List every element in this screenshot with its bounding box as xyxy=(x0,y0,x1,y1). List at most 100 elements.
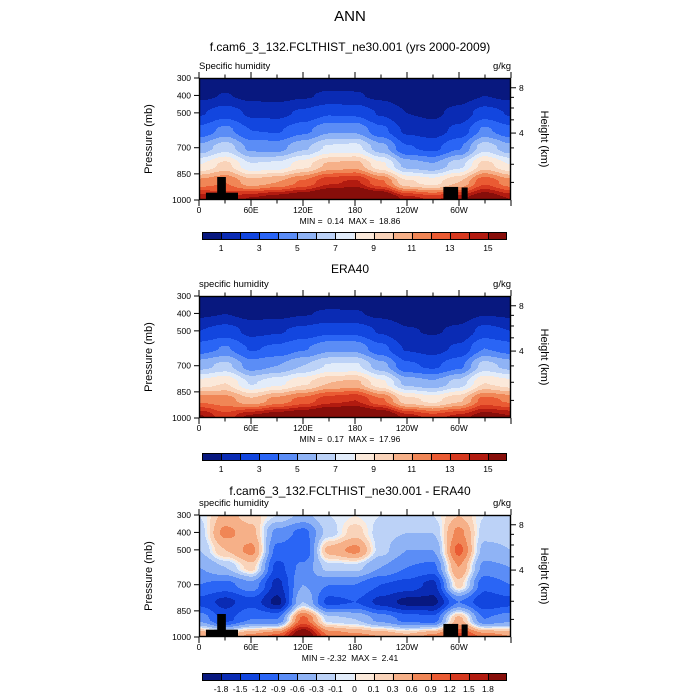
contour-plot-model xyxy=(199,78,511,200)
colorbar-diff xyxy=(202,673,507,681)
pressure-tick-label: 300 xyxy=(177,73,191,83)
x-tick-label: 0 xyxy=(197,423,202,433)
pressure-axis-title: Pressure (mb) xyxy=(143,541,155,611)
colorbar-tick-label: 3 xyxy=(256,464,262,474)
panel-model-units-label: g/kg xyxy=(493,61,511,72)
contour-plot-era40 xyxy=(199,296,511,418)
colorbar-tick-label: 13 xyxy=(445,243,455,253)
x-tick-label: 60W xyxy=(450,423,467,433)
pressure-tick-label: 500 xyxy=(177,326,191,336)
x-tick-label: 60W xyxy=(450,205,467,215)
panel-era40-minmax: MIN = 0.17 MAX = 17.96 xyxy=(299,434,401,444)
colorbar-tick-label: 1 xyxy=(218,464,224,474)
colorbar-tick-label: 1.2 xyxy=(443,684,456,694)
panel-era40-field-label: specific humidity xyxy=(199,279,269,290)
pressure-tick-label: 700 xyxy=(177,580,191,590)
panel-diff-units-label: g/kg xyxy=(493,498,511,509)
colorbar-tick-label: 0.1 xyxy=(367,684,380,694)
colorbar-tick-label: -0.3 xyxy=(309,684,324,694)
x-tick-label: 120E xyxy=(293,205,313,215)
colorbar-tick-label: 9 xyxy=(371,464,376,474)
colorbar-tick-label: 15 xyxy=(483,243,493,253)
colorbar-tick-label: -0.9 xyxy=(270,684,286,694)
colorbar-tick-label: 0.9 xyxy=(424,684,437,694)
pressure-tick-label: 400 xyxy=(177,527,191,537)
x-tick-label: 120W xyxy=(396,423,418,433)
x-tick-label: 0 xyxy=(197,642,202,652)
panel-diff-minmax: MIN = -2.32 MAX = 2.41 xyxy=(301,653,399,663)
pressure-tick-label: 400 xyxy=(177,90,191,100)
pressure-tick-label: 300 xyxy=(177,291,191,301)
height-tick-label: 4 xyxy=(519,346,524,356)
colorbar-tick-label: 5 xyxy=(294,243,300,253)
colorbar-tick-label: -0.6 xyxy=(289,684,305,694)
x-tick-label: 120E xyxy=(293,423,313,433)
x-tick-label: 120E xyxy=(293,642,313,652)
pressure-tick-label: 700 xyxy=(177,361,191,371)
pressure-tick-label: 1000 xyxy=(172,195,191,205)
colorbar-tick-label: 7 xyxy=(333,464,338,474)
panel-model-minmax: MIN = 0.14 MAX = 18.86 xyxy=(299,216,401,226)
x-tick-label: 60W xyxy=(450,642,467,652)
colorbar-tick-label: 11 xyxy=(407,464,417,474)
height-tick-label: 8 xyxy=(519,520,524,530)
panel-model-title: f.cam6_3_132.FCLTHIST_ne30.001 (yrs 2000… xyxy=(209,40,491,54)
x-tick-label: 120W xyxy=(396,205,418,215)
panel-diff-title: f.cam6_3_132.FCLTHIST_ne30.001 - ERA40 xyxy=(229,484,471,498)
colorbar-tick-label: -1.5 xyxy=(232,684,248,694)
x-tick-label: 180 xyxy=(348,642,362,652)
colorbar-tick-label: -1.8 xyxy=(213,684,229,694)
height-tick-label: 4 xyxy=(519,565,524,575)
x-tick-label: 60E xyxy=(243,642,258,652)
page-title: ANN xyxy=(334,8,366,25)
colorbar-model xyxy=(202,232,507,240)
plot-frame xyxy=(198,77,512,201)
colorbar-tick-label: 9 xyxy=(371,243,376,253)
colorbar-tick-label: 15 xyxy=(483,464,493,474)
colorbar-tick-label: 0.6 xyxy=(405,684,418,694)
plot-frame xyxy=(198,514,512,638)
pressure-tick-label: 500 xyxy=(177,108,191,118)
panel-diff-field-label: specific humidity xyxy=(199,498,269,509)
pressure-tick-label: 850 xyxy=(177,606,191,616)
height-tick-label: 8 xyxy=(519,83,524,93)
colorbar-era40 xyxy=(202,453,507,461)
colorbar-tick-label: 3 xyxy=(256,243,262,253)
colorbar-tick-label: 1.5 xyxy=(462,684,475,694)
pressure-tick-label: 850 xyxy=(177,387,191,397)
pressure-tick-label: 1000 xyxy=(172,413,191,423)
colorbar-tick-label: 0.3 xyxy=(386,684,399,694)
panel-era40-units-label: g/kg xyxy=(493,279,511,290)
colorbar-tick-label: 1 xyxy=(218,243,224,253)
colorbar-tick-label: 11 xyxy=(407,243,417,253)
colorbar-tick-label: 7 xyxy=(333,243,338,253)
x-tick-label: 180 xyxy=(348,423,362,433)
colorbar-tick-label: -0.1 xyxy=(328,684,343,694)
height-axis-title: Height (km) xyxy=(538,548,550,605)
x-tick-label: 120W xyxy=(396,642,418,652)
height-tick-label: 8 xyxy=(519,301,524,311)
colorbar-tick-label: 0 xyxy=(352,684,357,694)
height-axis-title: Height (km) xyxy=(538,329,550,386)
colorbar-tick-label: 13 xyxy=(445,464,455,474)
pressure-axis-title: Pressure (mb) xyxy=(143,104,155,174)
pressure-tick-label: 400 xyxy=(177,308,191,318)
x-tick-label: 60E xyxy=(243,205,258,215)
pressure-tick-label: 850 xyxy=(177,169,191,179)
panel-model-field-label: Specific humidity xyxy=(199,61,271,72)
x-tick-label: 180 xyxy=(348,205,362,215)
contour-plot-diff xyxy=(199,515,511,637)
pressure-tick-label: 1000 xyxy=(172,632,191,642)
colorbar-tick-label: -1.2 xyxy=(251,684,267,694)
x-tick-label: 0 xyxy=(197,205,202,215)
pressure-tick-label: 700 xyxy=(177,143,191,153)
colorbar-tick-label: 5 xyxy=(294,464,300,474)
colorbar-tick-label: 1.8 xyxy=(482,684,494,694)
pressure-tick-label: 500 xyxy=(177,545,191,555)
height-tick-label: 4 xyxy=(519,128,524,138)
height-axis-title: Height (km) xyxy=(538,111,550,168)
panel-era40-title: ERA40 xyxy=(330,262,370,276)
pressure-axis-title: Pressure (mb) xyxy=(143,322,155,392)
